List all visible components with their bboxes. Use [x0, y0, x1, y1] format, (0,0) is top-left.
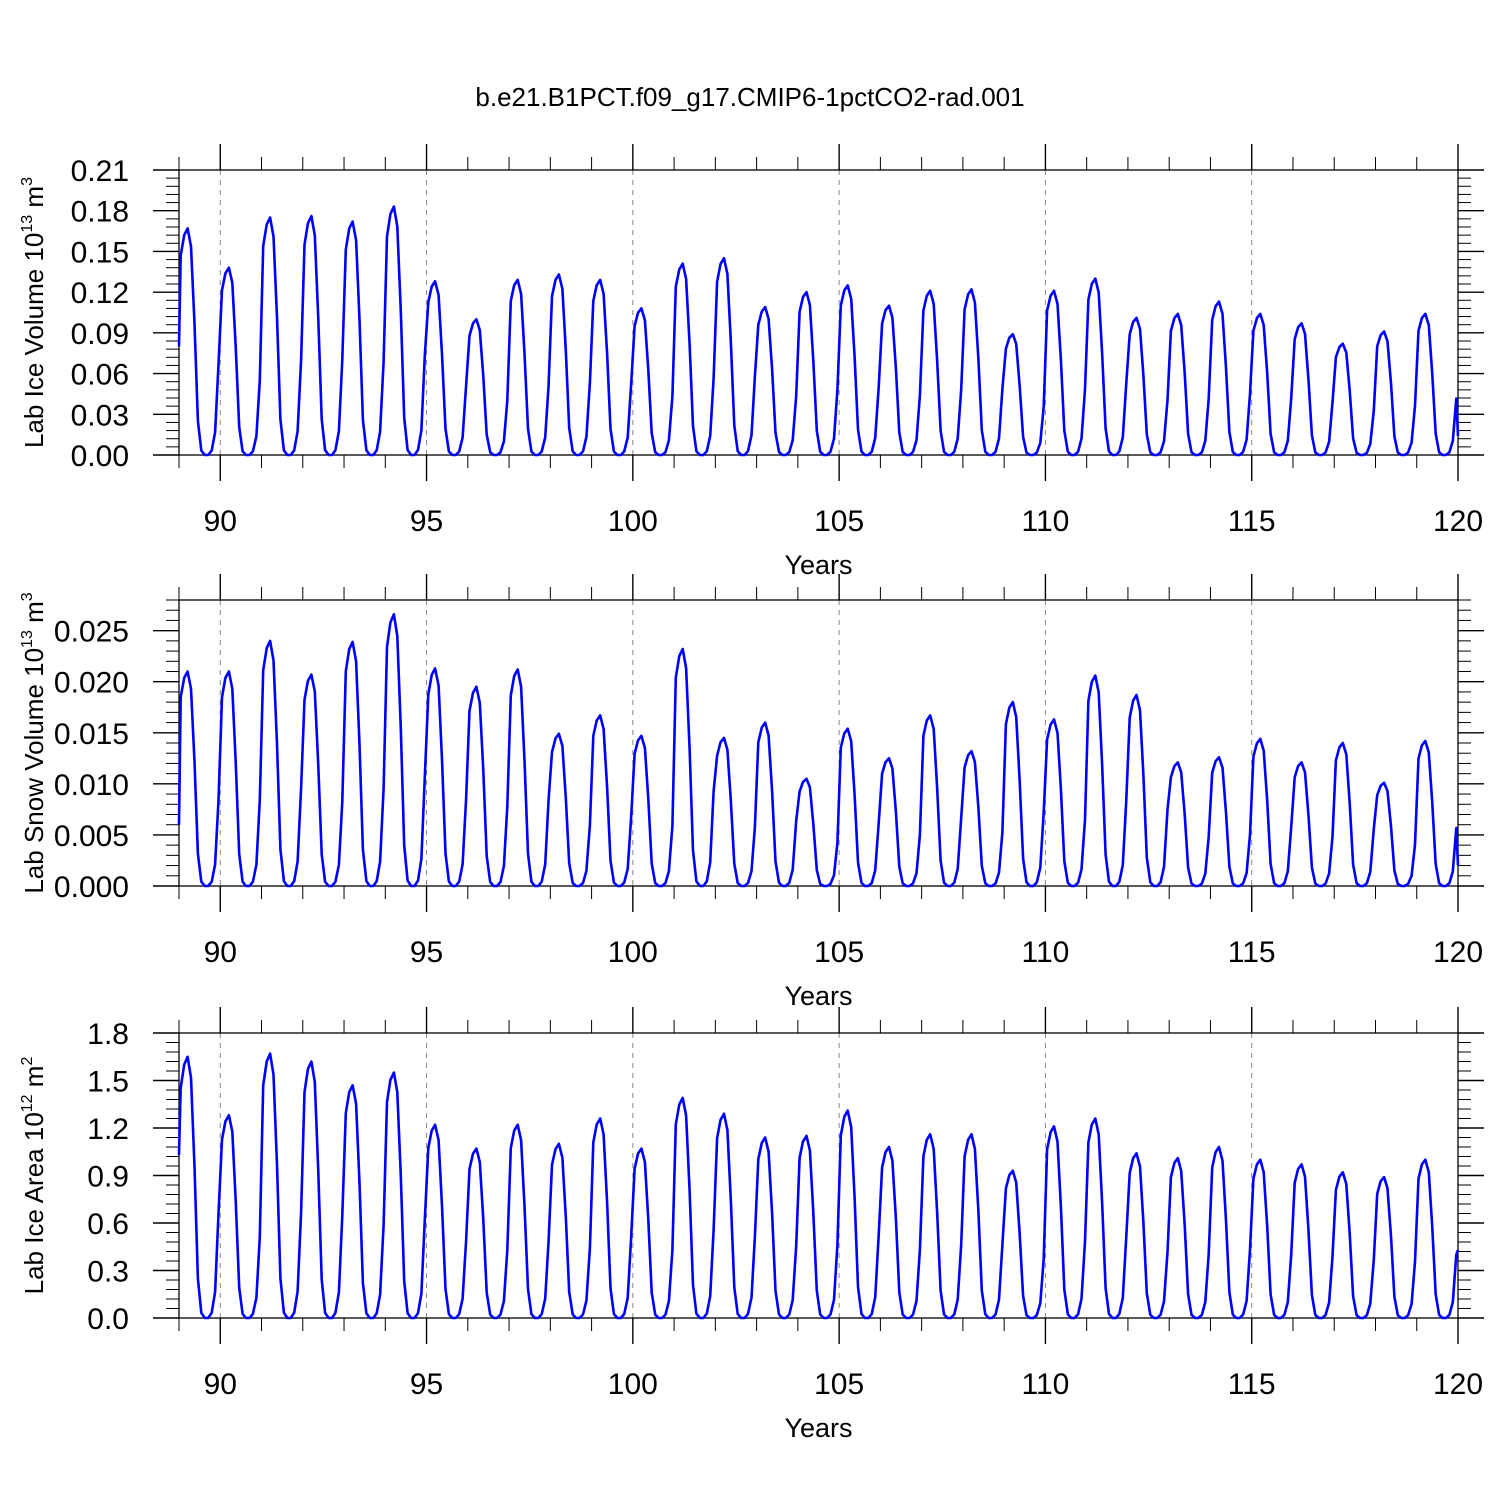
x-tick-label: 120 [1433, 505, 1483, 538]
x-tick-label: 95 [410, 936, 443, 969]
y-axis-label: Lab Ice Volume 1013 m3 [19, 177, 49, 448]
y-tick-label: 0.06 [71, 359, 129, 392]
x-tick-label: 90 [204, 505, 237, 538]
y-tick-label: 0.6 [87, 1208, 129, 1241]
x-tick-label: 105 [814, 505, 864, 538]
series-line [177, 205, 1460, 457]
x-tick-label: 110 [1022, 505, 1070, 538]
y-tick-label: 0.9 [87, 1161, 129, 1194]
series-line [177, 613, 1460, 888]
y-tick-label: 0.0 [87, 1303, 129, 1336]
y-tick-label: 0.020 [54, 667, 129, 700]
y-tick-label: 0.005 [54, 820, 129, 853]
x-tick-label: 90 [204, 936, 237, 969]
x-tick-label: 110 [1022, 936, 1070, 969]
y-tick-label: 1.5 [87, 1066, 129, 1099]
x-tick-label: 95 [410, 505, 443, 538]
series-line [177, 1052, 1460, 1320]
x-axis-label: Years [784, 1413, 852, 1443]
y-tick-label: 1.8 [87, 1018, 129, 1051]
x-tick-label: 115 [1228, 505, 1276, 538]
y-axis-label: Lab Snow Volume 1013 m3 [19, 592, 49, 893]
x-axis-label: Years [784, 550, 852, 580]
x-tick-label: 115 [1228, 936, 1276, 969]
y-tick-label: 0.025 [54, 616, 129, 649]
y-tick-label: 0.12 [71, 277, 129, 310]
x-tick-label: 110 [1022, 1368, 1070, 1401]
y-tick-label: 0.03 [71, 399, 129, 432]
x-axis-label: Years [784, 981, 852, 1011]
y-tick-label: 0.015 [54, 718, 129, 751]
y-tick-label: 0.3 [87, 1256, 129, 1289]
panel-ice-area: 0.0 0.3 0.6 0.9 1.2 1.5 1.8 90 95 100 105 110 115 120… [19, 1007, 1484, 1443]
y-tick-label: 1.2 [87, 1113, 129, 1146]
x-tick-label: 100 [608, 936, 658, 969]
y-tick-label: 0.00 [71, 440, 129, 473]
y-tick-label: 0.15 [71, 236, 129, 269]
y-tick-label: 0.010 [54, 769, 129, 802]
panels: 0.00 0.03 0.06 0.09 0.12 0.15 0.18 0.21 90 95 100 1… [19, 144, 1484, 1443]
x-tick-label: 95 [410, 1368, 443, 1401]
x-tick-label: 115 [1228, 1368, 1276, 1401]
y-tick-label: 0.18 [71, 196, 129, 229]
x-tick-label: 105 [814, 1368, 864, 1401]
x-tick-label: 90 [204, 1368, 237, 1401]
y-tick-label: 0.000 [54, 871, 129, 904]
figure-title: b.e21.B1PCT.f09_g17.CMIP6-1pctCO2-rad.00… [475, 82, 1024, 112]
panel-ice-volume: 0.00 0.03 0.06 0.09 0.12 0.15 0.18 0.21 90 95 100 1… [19, 144, 1484, 580]
y-tick-label: 0.21 [71, 155, 129, 188]
x-tick-label: 120 [1433, 936, 1483, 969]
x-tick-label: 120 [1433, 1368, 1483, 1401]
y-tick-label: 0.09 [71, 318, 129, 351]
panel-snow-volume: 0.000 0.005 0.010 0.015 0.020 0.025 90 95 100 105… [19, 574, 1484, 1011]
x-tick-label: 105 [814, 936, 864, 969]
x-tick-label: 100 [608, 1368, 658, 1401]
x-tick-label: 100 [608, 505, 658, 538]
y-axis-label: Lab Ice Area 1012 m2 [19, 1057, 49, 1295]
